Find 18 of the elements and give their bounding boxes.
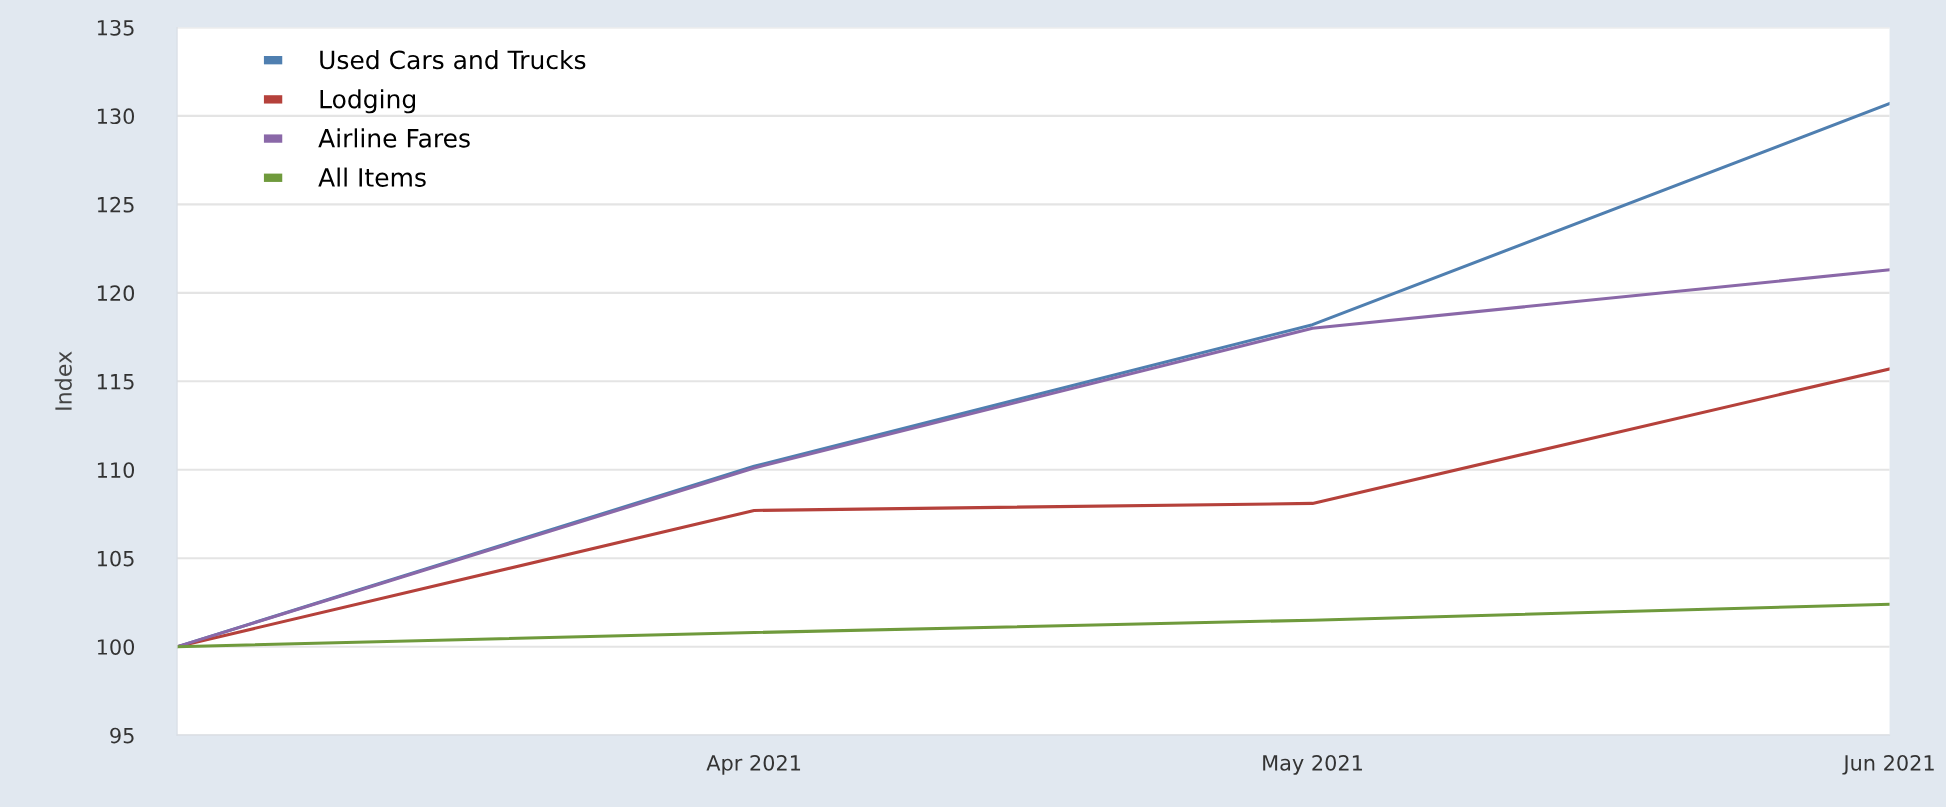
- y-tick-label: 95: [110, 727, 134, 744]
- x-tick-label: May 2021: [1263, 754, 1362, 775]
- y-tick-label: 135: [97, 19, 134, 36]
- x-tick-label: Jun 2021: [1842, 754, 1934, 775]
- y-tick-label: 125: [97, 196, 134, 213]
- x-tick-label: Apr 2021: [706, 754, 801, 775]
- legend-label: Lodging: [320, 89, 415, 114]
- legend-label: Airline Fares: [318, 128, 470, 148]
- y-tick-label: 120: [97, 285, 135, 302]
- y-tick-label: 100: [97, 639, 135, 655]
- y-tick-label: 105: [97, 550, 134, 567]
- line-series: [177, 602, 1890, 649]
- legend-label: All Items: [318, 167, 426, 187]
- y-axis-title: Index: [54, 351, 72, 410]
- y-tick-label: 115: [97, 374, 134, 390]
- y-tick-label: 110: [97, 462, 135, 478]
- y-tick-label: 130: [97, 108, 135, 125]
- legend-label: Used Cars and Trucks: [320, 49, 586, 70]
